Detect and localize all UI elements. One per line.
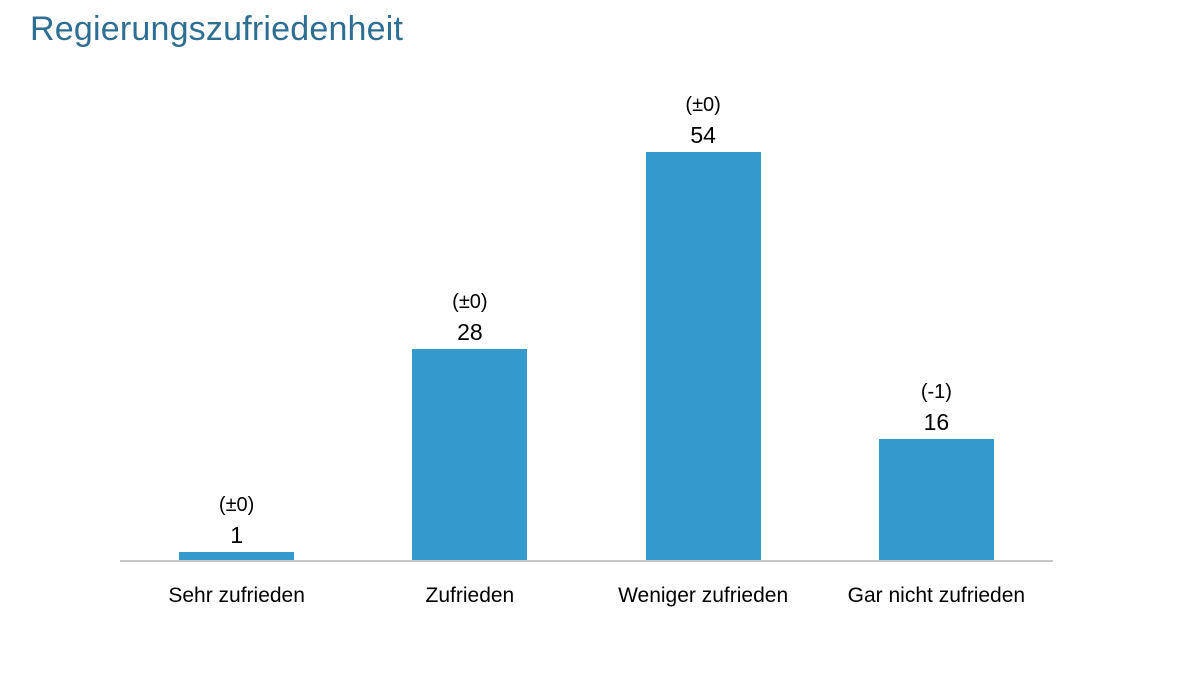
category-label: Gar nicht zufrieden [847,584,1026,607]
bar [412,349,528,560]
bar-value-label: 16 [923,409,950,435]
category-label: Sehr zufrieden [168,584,305,607]
bar [179,552,295,560]
x-axis-line [120,560,1053,562]
bar-group: (±0) 1 [120,493,353,560]
bar-value-label: 1 [230,522,244,548]
bar-value-label: 28 [457,319,483,345]
bar [645,152,761,560]
bar-change-label: (-1) [920,381,952,403]
bar-change-label: (±0) [218,494,255,516]
bar-group: (±0) 54 [587,93,820,560]
category-label: Zufrieden [425,584,515,607]
bar-group: (±0) 28 [353,290,586,560]
bar [878,439,994,560]
bar-change-label: (±0) [452,291,488,313]
bar-value-label: 54 [690,122,716,148]
bar-change-label: (±0) [685,94,721,116]
category-label: Weniger zufrieden [618,584,789,607]
bar-chart-plot-area: (±0) 1 (±0) 28 (±0) 54 (-1) 16 [120,0,1053,560]
bar-group: (-1) 16 [820,380,1053,560]
chart-title: Regierungszufriedenheit [30,10,404,48]
